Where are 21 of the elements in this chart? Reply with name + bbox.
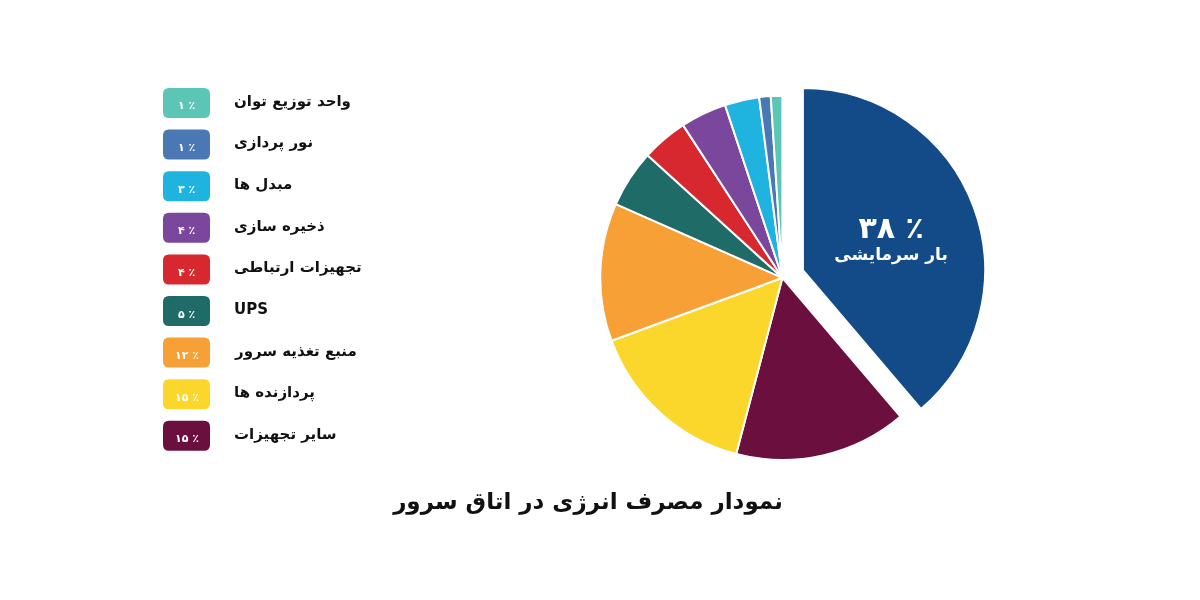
data-label: ۱۲ ٪ bbox=[175, 349, 199, 362]
data-label: ۱۵ ٪ bbox=[175, 432, 199, 445]
slice-label: بار سرمایشی bbox=[834, 244, 948, 266]
legend-label: سایر تجهیزات bbox=[234, 425, 337, 443]
data-label: ۴ ٪ bbox=[178, 224, 196, 237]
legend-label: پردازنده ها bbox=[234, 383, 315, 402]
data-label: ۳ ٪ bbox=[178, 183, 196, 196]
data-label: ۵ ٪ bbox=[178, 308, 196, 321]
legend-label: مبدل ها bbox=[234, 175, 293, 193]
legend-label: منبع تغذیه سرور bbox=[234, 342, 357, 360]
data-label: ۳۸ ٪ bbox=[858, 210, 924, 246]
data-label: ۱ ٪ bbox=[178, 141, 196, 154]
legend-label: تجهیزات ارتباطی bbox=[234, 258, 362, 276]
data-label: ۴ ٪ bbox=[178, 266, 196, 279]
text: نمودار مصرف انرژی در اتاق سرور bbox=[392, 488, 783, 516]
data-label: ۱ ٪ bbox=[178, 99, 196, 112]
legend-label: UPS bbox=[234, 300, 268, 318]
legend-label: نور پردازی bbox=[234, 133, 314, 152]
data-label: ۱۵ ٪ bbox=[175, 391, 199, 404]
legend-label: ذخیره سازی bbox=[234, 217, 326, 235]
legend-label: واحد توزیع توان bbox=[234, 92, 351, 110]
